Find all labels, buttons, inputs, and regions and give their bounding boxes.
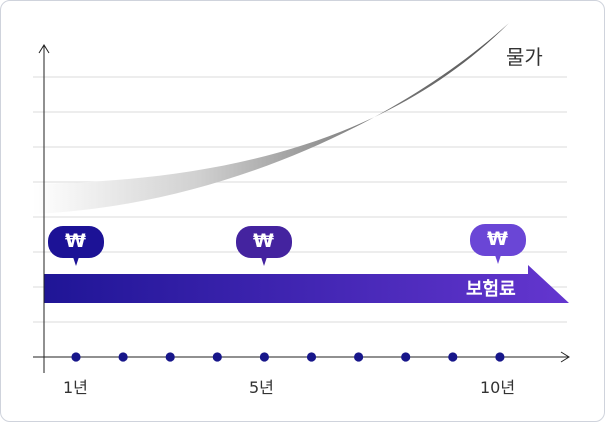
- tick-year-10: 10년: [480, 378, 516, 397]
- timeline-dot: [259, 352, 269, 362]
- won-icon-year-1: ₩: [65, 230, 86, 252]
- timeline-dot: [71, 352, 81, 362]
- price-curve: [33, 23, 509, 214]
- x-axis-arrow: [560, 351, 570, 363]
- tick-year-5: 5년: [249, 378, 274, 397]
- tick-year-1: 1년: [63, 378, 88, 397]
- timeline-dot: [165, 352, 175, 362]
- y-axis-arrow: [38, 44, 50, 54]
- timeline-dot: [118, 352, 128, 362]
- price-label: 물가: [506, 45, 543, 69]
- timeline-dot: [306, 352, 317, 362]
- currency-bubble: [48, 226, 104, 266]
- won-icon-year-5: ₩: [253, 230, 274, 252]
- timeline-dot: [354, 352, 364, 362]
- premium-band-arrow: [44, 265, 569, 303]
- timeline-dot: [212, 352, 222, 362]
- timeline-dot: [495, 352, 505, 362]
- currency-bubble: [470, 224, 526, 264]
- timeline-dot: [401, 352, 411, 362]
- won-icon-year-10: ₩: [487, 228, 508, 250]
- currency-bubble: [236, 226, 292, 266]
- premium-label: 보험료: [466, 279, 516, 300]
- timeline-dot: [448, 352, 458, 362]
